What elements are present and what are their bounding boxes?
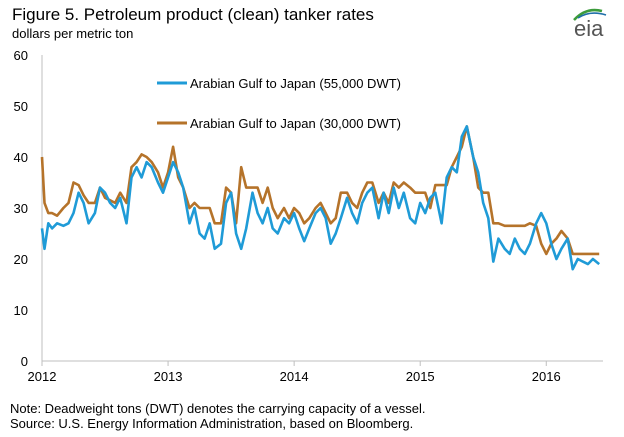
series-group — [40, 125, 601, 271]
y-tick-label: 50 — [14, 99, 28, 114]
y-axis: 0 10 20 30 40 50 60 — [14, 48, 43, 369]
eia-logo: eia — [573, 8, 607, 41]
x-axis: 2012 2013 2014 2015 2016 — [28, 360, 603, 384]
legend-label: Arabian Gulf to Japan (30,000 DWT) — [190, 116, 401, 131]
chart-source: Source: U.S. Energy Information Administ… — [10, 416, 414, 431]
logo-text: eia — [574, 16, 604, 41]
y-tick-label: 60 — [14, 48, 28, 63]
y-tick-label: 20 — [14, 252, 28, 267]
logo-swoosh-green — [573, 8, 603, 21]
x-tick-label: 2012 — [28, 369, 57, 384]
x-tick-label: 2016 — [532, 369, 561, 384]
x-tick-label: 2013 — [154, 369, 183, 384]
series-line-30000-dwt — [40, 125, 600, 256]
y-tick-label: 30 — [14, 201, 28, 216]
legend: Arabian Gulf to Japan (55,000 DWT) Arabia… — [157, 76, 401, 131]
x-tick-label: 2014 — [280, 369, 309, 384]
chart-title: Figure 5. Petroleum product (clean) tank… — [12, 5, 374, 24]
y-tick-label: 40 — [14, 150, 28, 165]
legend-label: Arabian Gulf to Japan (55,000 DWT) — [190, 76, 401, 91]
y-tick-label: 0 — [21, 354, 28, 369]
y-tick-label: 10 — [14, 303, 28, 318]
series-line-55000-dwt — [40, 125, 601, 271]
y-axis-unit-label: dollars per metric ton — [12, 26, 134, 41]
logo-swoosh-blue — [577, 12, 607, 19]
x-tick-label: 2015 — [406, 369, 435, 384]
chart-note: Note: Deadweight tons (DWT) denotes the … — [10, 401, 426, 416]
